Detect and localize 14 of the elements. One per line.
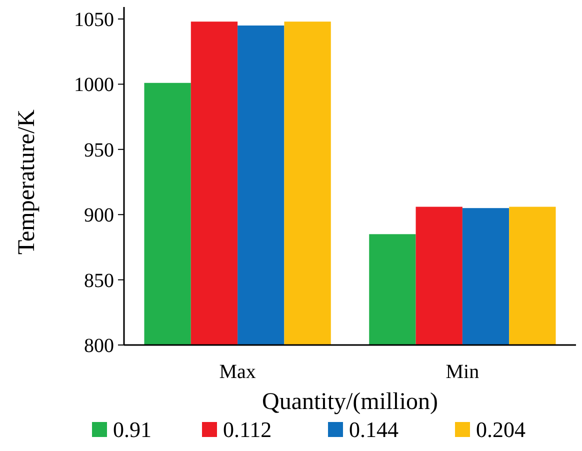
y-tick-label: 950 <box>84 139 114 162</box>
legend-label: 0.91 <box>113 417 152 442</box>
x-tick-label: Max <box>219 361 256 383</box>
y-tick-label: 800 <box>84 335 114 357</box>
x-tick-label: Min <box>446 361 480 383</box>
y-tick-label: 1000 <box>74 74 114 96</box>
legend-label: 0.204 <box>476 417 526 442</box>
y-tick-label: 1050 <box>74 9 114 31</box>
y-axis-title: Temperature/K <box>14 108 40 254</box>
y-tick-label: 850 <box>84 270 114 292</box>
legend-label: 0.144 <box>349 417 398 442</box>
x-axis-title: Quantity/(million) <box>262 389 438 415</box>
y-tick-label: 900 <box>84 204 114 227</box>
legend-label: 0.112 <box>223 417 272 442</box>
